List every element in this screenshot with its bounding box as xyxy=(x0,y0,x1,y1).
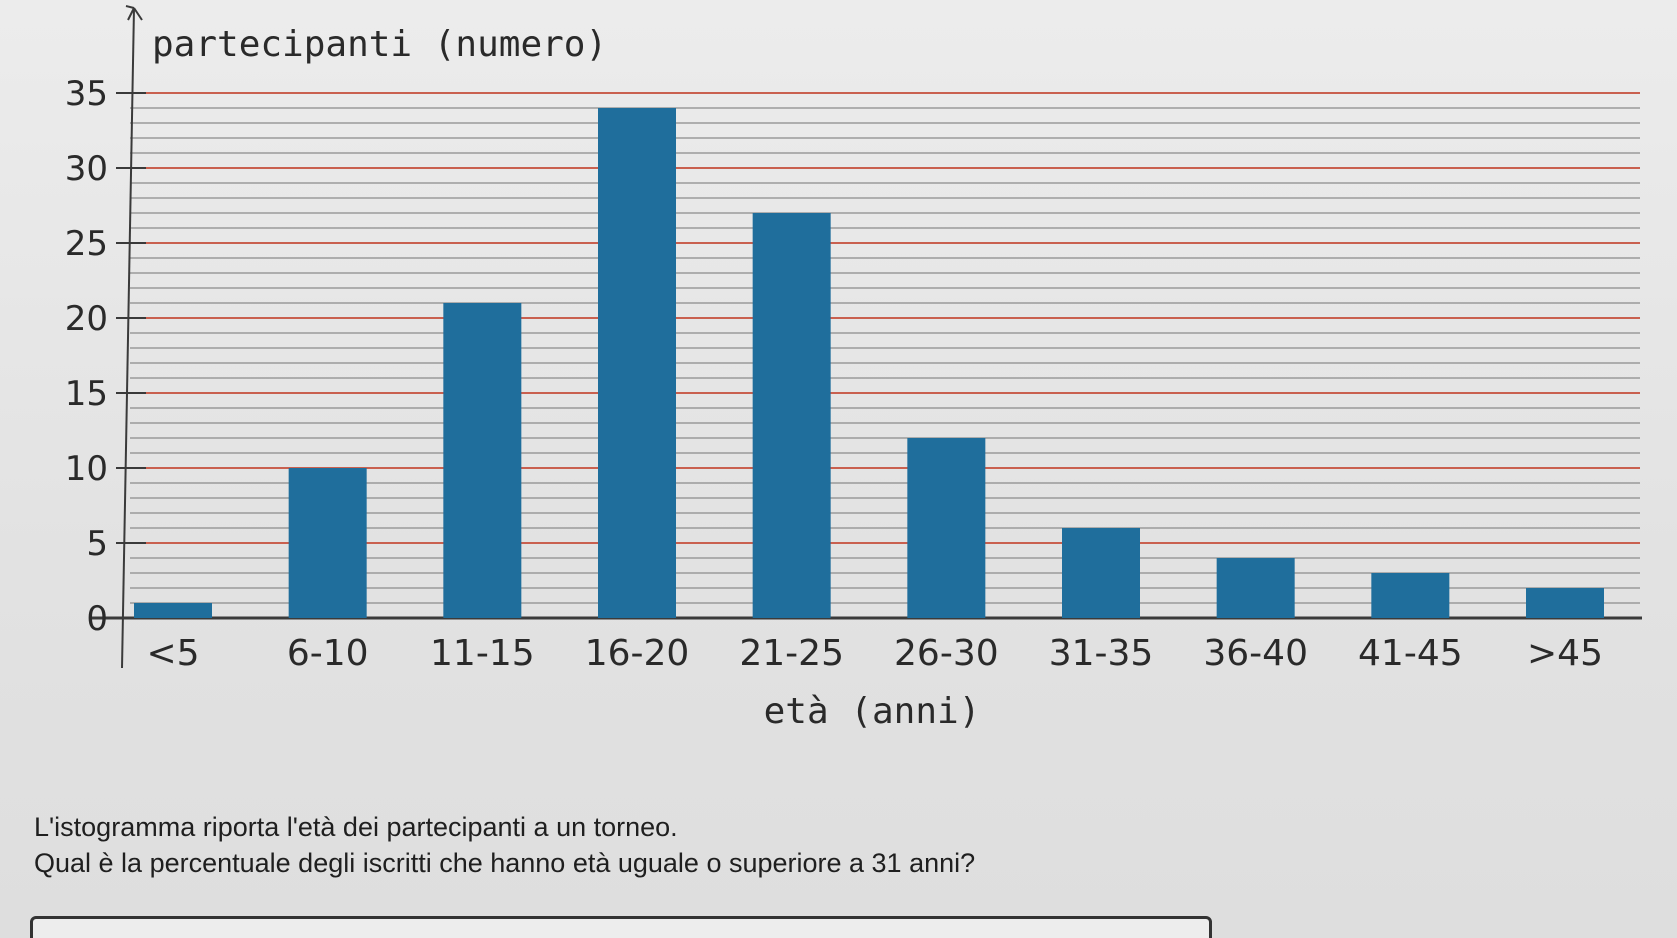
bar xyxy=(1062,528,1140,618)
x-tick-label: 26-30 xyxy=(894,633,999,674)
x-tick-label: 6-10 xyxy=(287,633,369,674)
y-tick-label: 10 xyxy=(65,449,108,489)
y-axis-title: partecipanti (numero) xyxy=(152,24,607,65)
y-axis xyxy=(121,7,135,669)
y-tick-label: 15 xyxy=(65,374,108,414)
y-tick-label: 35 xyxy=(65,74,108,114)
bars xyxy=(134,108,1604,618)
answer-input[interactable] xyxy=(30,916,1212,938)
bar xyxy=(1526,588,1604,618)
bar xyxy=(752,213,831,618)
bar xyxy=(598,108,676,618)
bar xyxy=(288,468,367,618)
y-axis-arrow xyxy=(125,5,143,21)
histogram-chart: 0 5 10 15 20 25 30 35 <5 6-10 11-15 16-20 21-25 26-30… xyxy=(65,5,1642,732)
x-tick-label: 41-45 xyxy=(1358,633,1463,674)
bar xyxy=(1371,573,1450,618)
x-tick-label: >45 xyxy=(1527,633,1603,674)
bar xyxy=(1216,558,1295,618)
y-tick-label: 25 xyxy=(65,224,108,264)
question-intro: L'istogramma riporta l'età dei partecipa… xyxy=(34,812,678,842)
x-tick-label: 21-25 xyxy=(739,633,844,674)
x-tick-label: 36-40 xyxy=(1203,633,1308,674)
y-tick-label: 20 xyxy=(65,299,108,339)
y-tick-label: 0 xyxy=(86,599,108,639)
x-tick-label: 16-20 xyxy=(585,633,690,674)
x-tick-label: 31-35 xyxy=(1049,633,1154,674)
bar xyxy=(134,603,212,618)
x-tick-label: 11-15 xyxy=(430,633,535,674)
bar xyxy=(907,438,986,618)
bar xyxy=(443,303,522,618)
y-tick-label: 5 xyxy=(86,524,108,564)
labels: 0 5 10 15 20 25 30 35 <5 6-10 11-15 16-20 21-25 26-30… xyxy=(65,24,1603,732)
x-tick-label: <5 xyxy=(146,633,199,674)
question-text: Qual è la percentuale degli iscritti che… xyxy=(34,848,976,878)
y-tick-label: 30 xyxy=(65,149,108,189)
x-axis-title: età (anni) xyxy=(764,691,981,732)
grid-lines xyxy=(130,92,1640,604)
